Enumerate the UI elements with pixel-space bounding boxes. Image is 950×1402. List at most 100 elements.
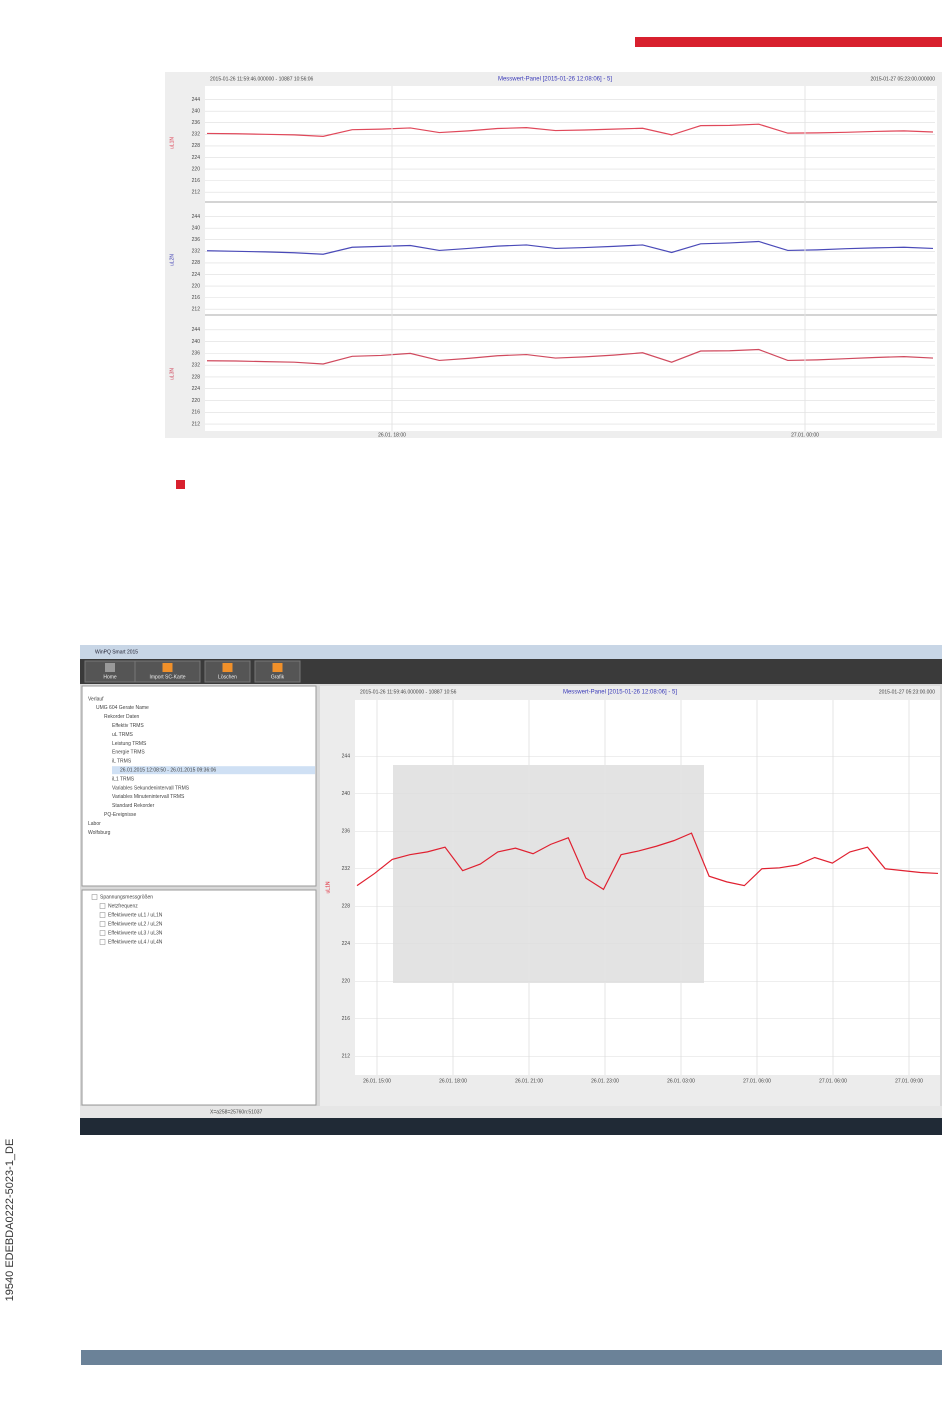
y-tick-label: 232 xyxy=(192,249,201,255)
checkbox xyxy=(99,921,106,927)
x-label: 27.01. 06:00 xyxy=(743,1078,771,1084)
y-tick-label: 212 xyxy=(192,307,201,313)
tree-item: uL TRMS xyxy=(112,732,134,738)
y-tick-label: 236 xyxy=(192,120,201,126)
header-center: Messwert-Panel [2015-01-26 12:08:06] - 5… xyxy=(498,77,612,83)
trace xyxy=(206,240,934,255)
y-tick-label: 244 xyxy=(192,327,201,333)
header-right: 2015-01-27 05:23:00.000 xyxy=(879,689,935,695)
x-label: 27.01. 00:00 xyxy=(791,432,819,438)
side-label: 19540 EDEBDA0222-5023-1_DE xyxy=(4,1139,16,1302)
toolbar-label: Import SC-Karte xyxy=(149,674,185,680)
y-tick-label: 216 xyxy=(192,295,201,301)
list-item: Netzfrequenz xyxy=(108,903,138,909)
toolbar-label: Home xyxy=(103,674,117,680)
trace xyxy=(206,123,934,137)
header-left: 2015-01-26 11:59:46.000000 - 10887 10:56… xyxy=(210,76,314,82)
tree-item: Effektiv TRMS xyxy=(112,723,144,729)
list-item: Spannungsmessgrößen xyxy=(100,894,153,900)
x-label: 26.01. 03:00 xyxy=(667,1078,695,1084)
status-text: X=a258=25760n:51037 xyxy=(210,1109,262,1115)
y-tick-label: 240 xyxy=(342,791,351,797)
tree-item: iL TRMS xyxy=(112,759,132,765)
y-tick-label: 220 xyxy=(342,979,351,985)
y-tick-label: 236 xyxy=(192,237,201,243)
tree-selected xyxy=(112,766,315,775)
x-label: 27.01. 09:00 xyxy=(895,1078,923,1084)
status-bar xyxy=(80,1106,942,1118)
y-tick-label: 228 xyxy=(342,904,351,910)
y-tick-label: 216 xyxy=(342,1016,351,1022)
y-tick-label: 232 xyxy=(192,362,201,368)
window-title: WinPQ Smart 2015 xyxy=(95,649,138,655)
tree-item: PQ-Ereignisse xyxy=(104,812,136,818)
y-tick-label: 228 xyxy=(192,260,201,266)
list-item: Effektivwerte uL3 / uL3N xyxy=(108,930,163,936)
checkbox xyxy=(99,903,106,909)
tree-item: Standard Rekorder xyxy=(112,803,155,809)
list-pane xyxy=(81,889,317,1106)
tree-item: Labor xyxy=(88,821,101,827)
y-axis-label: uL1N xyxy=(325,881,331,893)
y-tick-label: 220 xyxy=(192,166,201,172)
tree-item: UMG 604 Gerate Name xyxy=(96,705,149,711)
y-tick-label: 240 xyxy=(192,339,201,345)
checkbox xyxy=(99,939,106,945)
y-tick-label: 212 xyxy=(342,1054,351,1060)
y-tick-label: 236 xyxy=(192,351,201,357)
header-right: 2015-01-27 05:23:00.000000 xyxy=(870,76,935,82)
figure1-plot xyxy=(205,86,937,431)
checkbox xyxy=(99,930,106,936)
y-tick-label: 220 xyxy=(192,398,201,404)
tree-item: Variables Minutenintervall TRMS xyxy=(112,794,185,800)
toolbar-icon xyxy=(222,663,233,672)
y-axis-label: uL2N xyxy=(169,254,175,266)
checkbox xyxy=(99,912,106,918)
y-axis-label: uL3N xyxy=(169,368,175,380)
y-tick-label: 224 xyxy=(192,386,201,392)
y-tick-label: 244 xyxy=(342,754,351,760)
tree-item: Variables Sekundenintervall TRMS xyxy=(112,785,190,791)
x-label: 26.01. 15:00 xyxy=(363,1078,391,1084)
y-tick-label: 232 xyxy=(342,866,351,872)
x-label: 26.01. 18:00 xyxy=(378,432,406,438)
y-tick-label: 216 xyxy=(192,178,201,184)
y-tick-label: 224 xyxy=(192,155,201,161)
y-tick-label: 244 xyxy=(192,97,201,103)
y-tick-label: 224 xyxy=(342,941,351,947)
y-tick-label: 212 xyxy=(192,421,201,427)
y-tick-label: 240 xyxy=(192,225,201,231)
y-tick-label: 212 xyxy=(192,190,201,196)
footer-bar xyxy=(81,1350,942,1365)
title-bar xyxy=(80,645,942,659)
trace xyxy=(356,832,939,891)
tree-item: Wolfsburg xyxy=(88,830,111,836)
selection xyxy=(393,765,704,983)
y-tick-label: 236 xyxy=(342,829,351,835)
tree-pane xyxy=(81,685,317,887)
list-item: Effektivwerte uL4 / uL4N xyxy=(108,939,163,945)
y-tick-label: 224 xyxy=(192,272,201,278)
tree-item: Leistung TRMS xyxy=(112,741,147,747)
toolbar-icon xyxy=(162,663,173,672)
x-label: 26.01. 21:00 xyxy=(515,1078,543,1084)
y-tick-label: 240 xyxy=(192,108,201,114)
toolbar-icon xyxy=(105,663,115,672)
y-tick-label: 216 xyxy=(192,410,201,416)
accent-bar xyxy=(635,37,942,47)
header-center: Messwert-Panel [2015-01-26 12:08:06] - 5… xyxy=(563,690,677,696)
toolbar-label: Löschen xyxy=(218,674,237,680)
tree-item: 26.01.2015 12:08:50 - 26.01.2015 09:36:0… xyxy=(120,768,216,774)
y-tick-label: 228 xyxy=(192,374,201,380)
tree-item: iL1 TRMS xyxy=(112,776,135,782)
toolbar-icon xyxy=(272,663,283,672)
y-tick-label: 220 xyxy=(192,283,201,289)
list-item: Effektivwerte uL2 / uL2N xyxy=(108,921,163,927)
y-tick-label: 228 xyxy=(192,143,201,149)
x-label: 27.01. 06:00 xyxy=(819,1078,847,1084)
y-tick-label: 232 xyxy=(192,132,201,138)
x-label: 26.01. 18:00 xyxy=(439,1078,467,1084)
trace xyxy=(206,348,934,365)
toolbar-label: Grafik xyxy=(271,674,285,680)
